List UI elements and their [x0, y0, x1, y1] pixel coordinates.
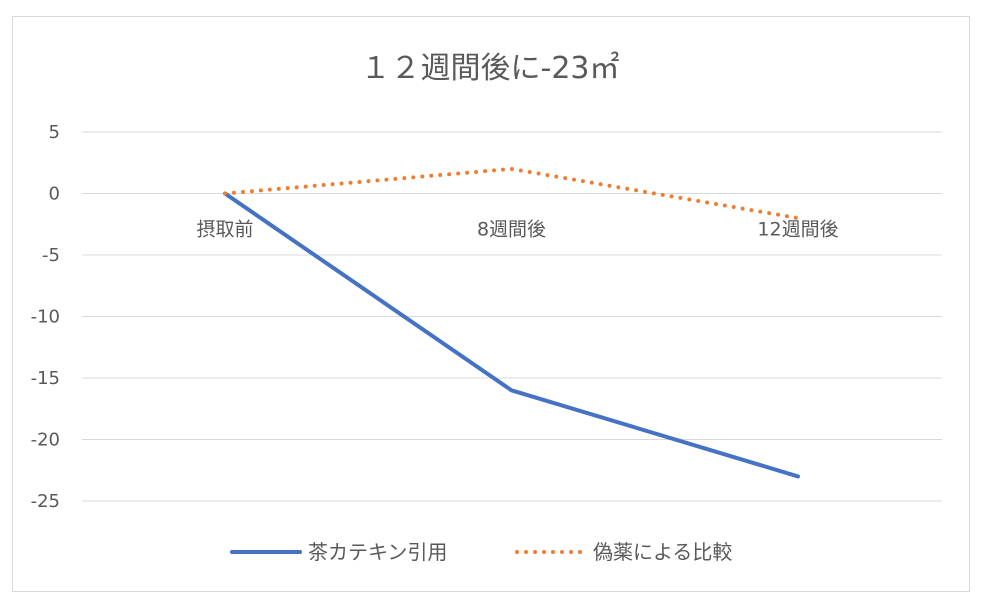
- y-tick-label: 0: [49, 184, 60, 205]
- y-tick-label: -5: [42, 245, 60, 266]
- legend-label: 茶カテキン引用: [308, 540, 447, 564]
- category-label: 12週間後: [757, 219, 838, 241]
- y-tick-label: 5: [49, 122, 60, 143]
- y-tick-label: -25: [31, 491, 60, 512]
- y-tick-label: -10: [31, 307, 60, 328]
- series-lines: [223, 166, 800, 479]
- chart-frame: [12, 16, 970, 592]
- y-tick-label: -20: [31, 430, 60, 451]
- category-label: 摂取前: [196, 219, 253, 241]
- y-tick-label: -15: [31, 368, 60, 389]
- legend: 茶カテキン引用 偽薬による比較: [230, 540, 732, 564]
- y-axis-ticks: 5 0 -5 -10 -15 -20 -25: [31, 122, 60, 512]
- chart-title: １２週間後に-23㎡: [361, 51, 620, 86]
- gridlines: [82, 131, 942, 502]
- category-label: 8週間後: [477, 219, 546, 241]
- legend-label: 偽薬による比較: [593, 540, 732, 564]
- category-labels: 摂取前 8週間後 12週間後: [196, 219, 838, 241]
